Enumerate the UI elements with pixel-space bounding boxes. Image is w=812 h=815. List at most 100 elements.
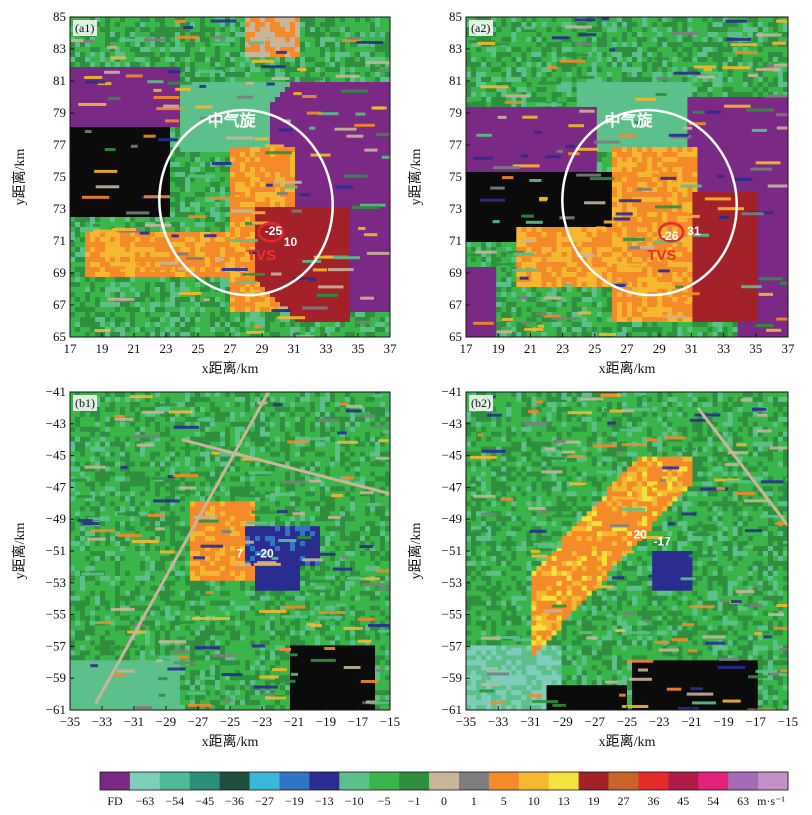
y-tick-label: 73 <box>53 201 66 216</box>
colorbar-label: 45 <box>677 794 689 808</box>
x-tick-label: −33 <box>92 714 112 729</box>
x-tick-label: 37 <box>782 341 796 356</box>
y-tick-label: 75 <box>449 169 462 184</box>
velocity-pos-label: 20 <box>633 527 647 541</box>
y-tick-label: 79 <box>449 105 462 120</box>
x-tick-label: 31 <box>685 341 698 356</box>
x-tick-label: 33 <box>717 341 730 356</box>
x-tick-label: −21 <box>681 714 701 729</box>
x-axis-label: x距离/km <box>599 360 656 377</box>
colorbar-swatch <box>399 772 430 790</box>
colorbar-swatch <box>369 772 400 790</box>
x-tick-label: 21 <box>524 341 537 356</box>
y-tick-label: −55 <box>46 607 66 622</box>
colorbar-label: 5 <box>501 794 507 808</box>
x-tick-label: −29 <box>552 714 572 729</box>
y-tick-label: 69 <box>449 265 462 280</box>
colorbar-label: −54 <box>165 794 184 808</box>
x-axis-label: x距离/km <box>599 733 656 750</box>
colorbar-swatch <box>668 772 699 790</box>
x-tick-label: 23 <box>160 341 173 356</box>
colorbar-label: −63 <box>136 794 155 808</box>
x-tick-label: 23 <box>556 341 569 356</box>
x-tick-label: −33 <box>488 714 508 729</box>
colorbar-swatch <box>728 772 759 790</box>
x-tick-label: −23 <box>252 714 272 729</box>
x-tick-label: 29 <box>653 341 666 356</box>
panel-tag-bg <box>73 395 97 411</box>
y-axis-label: y距离/km <box>407 149 424 206</box>
y-tick-label: −53 <box>46 575 66 590</box>
panel-tag: (b2) <box>471 396 491 410</box>
colorbar-label: −13 <box>315 794 334 808</box>
x-tick-label: −35 <box>456 714 476 729</box>
x-tick-label: −17 <box>348 714 369 729</box>
x-tick-label: 19 <box>492 341 505 356</box>
mesocyclone-label: 中气旋 <box>604 111 653 130</box>
y-tick-label: −43 <box>46 416 66 431</box>
y-axis-label: y距离/km <box>11 523 28 580</box>
x-tick-label: −27 <box>585 714 606 729</box>
x-tick-label: −21 <box>284 714 304 729</box>
y-tick-label: 67 <box>53 297 67 312</box>
colorbar-unit: m·s⁻¹ <box>757 794 785 808</box>
colorbar-label: 63 <box>737 794 749 808</box>
tvs-marker <box>257 221 285 243</box>
panel-tag-bg <box>469 395 493 411</box>
colorbar-label: −10 <box>345 794 364 808</box>
y-tick-label: 85 <box>53 9 66 24</box>
y-tick-label: −49 <box>46 511 66 526</box>
x-tick-label: −19 <box>316 714 336 729</box>
y-tick-label: 83 <box>449 41 462 56</box>
y-tick-label: 77 <box>53 137 67 152</box>
tvs-marker <box>657 221 685 243</box>
panel-tag: (b1) <box>75 396 95 410</box>
y-tick-label: 67 <box>449 297 463 312</box>
y-tick-label: −57 <box>46 638 67 653</box>
colorbar-label: −1 <box>408 794 421 808</box>
x-axis-label: x距离/km <box>202 733 259 750</box>
y-tick-label: −51 <box>442 543 462 558</box>
y-tick-label: −43 <box>442 416 462 431</box>
colorbar-label: −27 <box>255 794 274 808</box>
y-tick-label: −41 <box>46 384 66 399</box>
colorbar-swatch <box>309 772 340 790</box>
y-tick-label: 81 <box>53 73 66 88</box>
colorbar-swatch <box>608 772 639 790</box>
y-tick-label: 85 <box>449 9 462 24</box>
tvs-label: TVS <box>247 247 276 264</box>
panel-tag-bg <box>73 20 97 36</box>
y-tick-label: −53 <box>442 575 462 590</box>
x-tick-label: 33 <box>320 341 333 356</box>
y-tick-label: −49 <box>442 511 462 526</box>
x-tick-label: −17 <box>746 714 767 729</box>
y-tick-label: −61 <box>46 702 66 717</box>
tvs-label: TVS <box>647 247 676 264</box>
x-tick-label: 21 <box>128 341 141 356</box>
y-tick-label: −59 <box>442 670 462 685</box>
colorbar-swatch <box>488 772 520 790</box>
x-tick-label: −25 <box>220 714 240 729</box>
x-tick-label: −35 <box>60 714 80 729</box>
colorbar-label: 13 <box>558 794 570 808</box>
y-tick-label: −57 <box>442 638 463 653</box>
y-tick-label: 71 <box>449 233 462 248</box>
colorbar-label: 36 <box>647 794 659 808</box>
panel-3: 20 -17(b2)−35 −33 −31 −29 −27 −25 −23 −21 −19 −17−… <box>407 384 798 750</box>
x-axis-label: x距离/km <box>202 360 259 377</box>
x-tick-label: 19 <box>96 341 109 356</box>
y-tick-label: 81 <box>449 73 462 88</box>
velocity-pos-label: 7 <box>236 546 243 560</box>
y-axis-label: y距离/km <box>407 523 424 580</box>
colorbar-swatch <box>249 772 280 790</box>
colorbar-swatch <box>279 772 310 790</box>
y-tick-label: 65 <box>53 329 66 344</box>
colorbar-swatch <box>698 772 729 790</box>
y-tick-label: −47 <box>46 479 67 494</box>
x-tick-label: 25 <box>192 341 205 356</box>
y-tick-label: −59 <box>46 670 66 685</box>
velocity-field <box>70 392 390 710</box>
x-tick-label: −29 <box>156 714 176 729</box>
